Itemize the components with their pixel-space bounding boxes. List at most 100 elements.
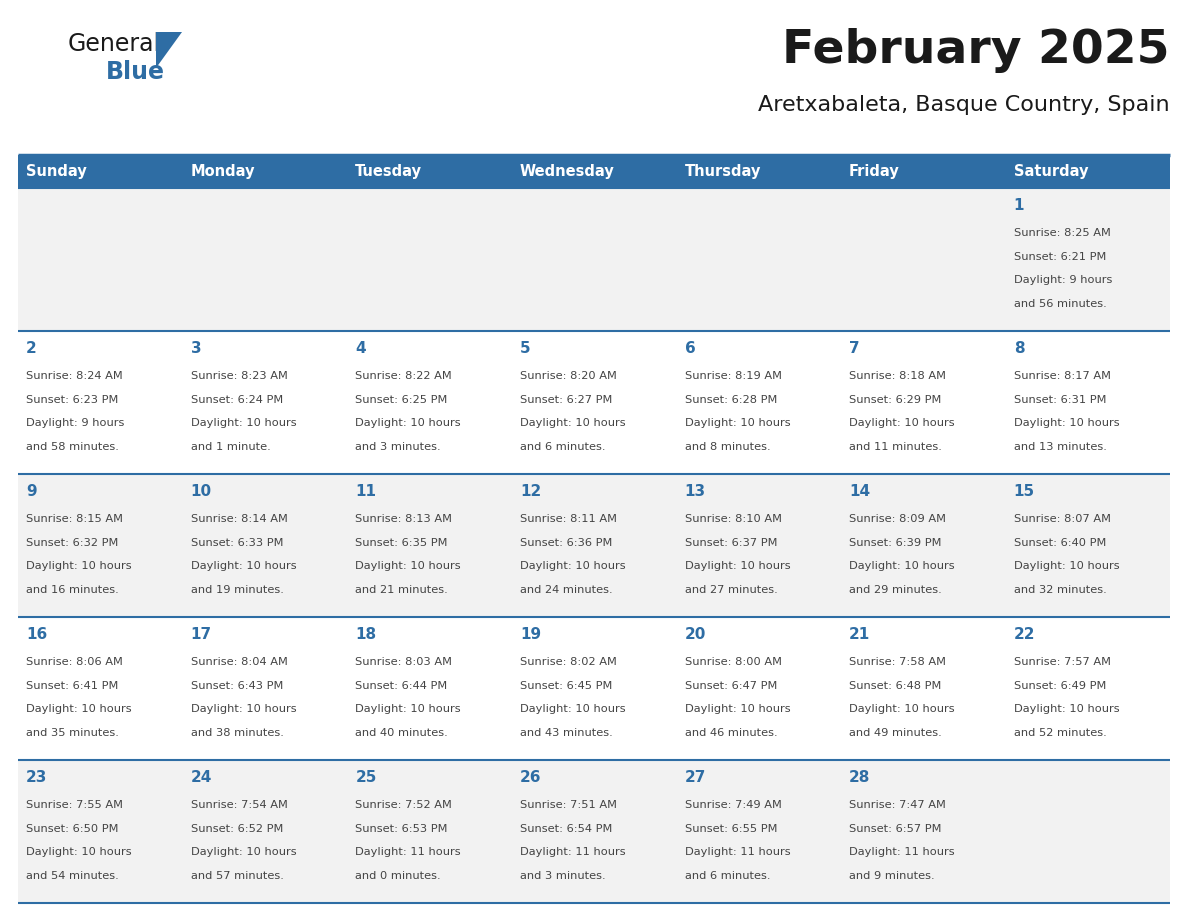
Text: Sunrise: 8:18 AM: Sunrise: 8:18 AM bbox=[849, 371, 946, 381]
Text: Sunset: 6:24 PM: Sunset: 6:24 PM bbox=[191, 395, 283, 405]
Bar bbox=[18, 474, 1170, 617]
Text: Sunrise: 7:47 AM: Sunrise: 7:47 AM bbox=[849, 800, 946, 810]
Text: 11: 11 bbox=[355, 484, 377, 499]
Text: 8: 8 bbox=[1013, 341, 1024, 356]
Text: Daylight: 10 hours: Daylight: 10 hours bbox=[684, 704, 790, 714]
Text: and 27 minutes.: and 27 minutes. bbox=[684, 585, 777, 595]
Text: Monday: Monday bbox=[191, 164, 255, 179]
Bar bbox=[841, 155, 1005, 188]
Text: and 21 minutes.: and 21 minutes. bbox=[355, 585, 448, 595]
Text: 13: 13 bbox=[684, 484, 706, 499]
Text: and 32 minutes.: and 32 minutes. bbox=[1013, 585, 1106, 595]
Text: 23: 23 bbox=[26, 770, 48, 785]
Text: Daylight: 10 hours: Daylight: 10 hours bbox=[191, 561, 297, 571]
Text: Sunset: 6:41 PM: Sunset: 6:41 PM bbox=[26, 680, 119, 690]
Text: Tuesday: Tuesday bbox=[355, 164, 423, 179]
Text: Sunrise: 8:04 AM: Sunrise: 8:04 AM bbox=[191, 657, 287, 667]
Text: Sunset: 6:31 PM: Sunset: 6:31 PM bbox=[1013, 395, 1106, 405]
Text: Sunset: 6:57 PM: Sunset: 6:57 PM bbox=[849, 823, 942, 834]
Text: Sunset: 6:52 PM: Sunset: 6:52 PM bbox=[191, 823, 283, 834]
Text: 16: 16 bbox=[26, 627, 48, 642]
Text: Sunset: 6:54 PM: Sunset: 6:54 PM bbox=[520, 823, 612, 834]
Text: Daylight: 9 hours: Daylight: 9 hours bbox=[1013, 275, 1112, 285]
Text: and 38 minutes.: and 38 minutes. bbox=[191, 728, 284, 738]
Text: Sunset: 6:43 PM: Sunset: 6:43 PM bbox=[191, 680, 283, 690]
Text: 3: 3 bbox=[191, 341, 202, 356]
Text: Wednesday: Wednesday bbox=[520, 164, 614, 179]
Text: Sunrise: 8:09 AM: Sunrise: 8:09 AM bbox=[849, 514, 946, 524]
Text: Daylight: 10 hours: Daylight: 10 hours bbox=[520, 704, 626, 714]
Text: Thursday: Thursday bbox=[684, 164, 760, 179]
Text: and 13 minutes.: and 13 minutes. bbox=[1013, 442, 1106, 452]
Bar bbox=[18, 188, 1170, 331]
Text: Sunrise: 8:02 AM: Sunrise: 8:02 AM bbox=[520, 657, 617, 667]
Text: Daylight: 10 hours: Daylight: 10 hours bbox=[355, 704, 461, 714]
Text: Daylight: 10 hours: Daylight: 10 hours bbox=[849, 419, 955, 428]
Text: 22: 22 bbox=[1013, 627, 1035, 642]
Text: and 1 minute.: and 1 minute. bbox=[191, 442, 271, 452]
Text: Sunset: 6:53 PM: Sunset: 6:53 PM bbox=[355, 823, 448, 834]
Text: February 2025: February 2025 bbox=[783, 28, 1170, 73]
Text: Friday: Friday bbox=[849, 164, 899, 179]
Text: 19: 19 bbox=[520, 627, 541, 642]
Text: Sunrise: 8:19 AM: Sunrise: 8:19 AM bbox=[684, 371, 782, 381]
Text: Sunset: 6:33 PM: Sunset: 6:33 PM bbox=[191, 538, 283, 548]
Bar bbox=[18, 331, 1170, 474]
Text: 21: 21 bbox=[849, 627, 871, 642]
Text: Daylight: 11 hours: Daylight: 11 hours bbox=[684, 847, 790, 857]
Text: 1: 1 bbox=[1013, 198, 1024, 213]
Text: Sunrise: 8:17 AM: Sunrise: 8:17 AM bbox=[1013, 371, 1111, 381]
Text: Sunset: 6:23 PM: Sunset: 6:23 PM bbox=[26, 395, 119, 405]
Text: Sunset: 6:49 PM: Sunset: 6:49 PM bbox=[1013, 680, 1106, 690]
Text: and 43 minutes.: and 43 minutes. bbox=[520, 728, 613, 738]
Text: Aretxabaleta, Basque Country, Spain: Aretxabaleta, Basque Country, Spain bbox=[758, 95, 1170, 115]
Text: Daylight: 10 hours: Daylight: 10 hours bbox=[684, 419, 790, 428]
Text: Daylight: 10 hours: Daylight: 10 hours bbox=[26, 704, 132, 714]
Text: Sunrise: 8:20 AM: Sunrise: 8:20 AM bbox=[520, 371, 617, 381]
Text: Sunrise: 8:23 AM: Sunrise: 8:23 AM bbox=[191, 371, 287, 381]
Text: Sunrise: 7:55 AM: Sunrise: 7:55 AM bbox=[26, 800, 124, 810]
Text: Sunrise: 8:25 AM: Sunrise: 8:25 AM bbox=[1013, 228, 1111, 238]
Text: Daylight: 10 hours: Daylight: 10 hours bbox=[1013, 704, 1119, 714]
Text: 25: 25 bbox=[355, 770, 377, 785]
Text: and 0 minutes.: and 0 minutes. bbox=[355, 871, 441, 881]
Text: Daylight: 10 hours: Daylight: 10 hours bbox=[1013, 561, 1119, 571]
Text: Saturday: Saturday bbox=[1013, 164, 1088, 179]
Bar bbox=[18, 617, 1170, 760]
Text: Sunrise: 8:07 AM: Sunrise: 8:07 AM bbox=[1013, 514, 1111, 524]
Text: and 6 minutes.: and 6 minutes. bbox=[684, 871, 770, 881]
Text: Sunset: 6:45 PM: Sunset: 6:45 PM bbox=[520, 680, 612, 690]
Text: Sunrise: 8:15 AM: Sunrise: 8:15 AM bbox=[26, 514, 124, 524]
Text: Sunrise: 8:10 AM: Sunrise: 8:10 AM bbox=[684, 514, 782, 524]
Text: Daylight: 10 hours: Daylight: 10 hours bbox=[520, 419, 626, 428]
Text: Sunset: 6:37 PM: Sunset: 6:37 PM bbox=[684, 538, 777, 548]
Text: Sunset: 6:29 PM: Sunset: 6:29 PM bbox=[849, 395, 941, 405]
Text: Sunrise: 7:51 AM: Sunrise: 7:51 AM bbox=[520, 800, 617, 810]
Bar bbox=[512, 155, 676, 188]
Text: and 8 minutes.: and 8 minutes. bbox=[684, 442, 770, 452]
Text: Daylight: 10 hours: Daylight: 10 hours bbox=[684, 561, 790, 571]
Text: Sunset: 6:25 PM: Sunset: 6:25 PM bbox=[355, 395, 448, 405]
Text: 27: 27 bbox=[684, 770, 706, 785]
Bar bbox=[676, 155, 841, 188]
Polygon shape bbox=[156, 32, 182, 68]
Text: 10: 10 bbox=[191, 484, 211, 499]
Text: and 3 minutes.: and 3 minutes. bbox=[520, 871, 606, 881]
Text: 2: 2 bbox=[26, 341, 37, 356]
Text: Daylight: 10 hours: Daylight: 10 hours bbox=[191, 704, 297, 714]
Text: 15: 15 bbox=[1013, 484, 1035, 499]
Text: Sunrise: 8:06 AM: Sunrise: 8:06 AM bbox=[26, 657, 124, 667]
Text: 18: 18 bbox=[355, 627, 377, 642]
Text: General: General bbox=[68, 32, 162, 56]
Text: Sunset: 6:28 PM: Sunset: 6:28 PM bbox=[684, 395, 777, 405]
Text: 6: 6 bbox=[684, 341, 695, 356]
Bar bbox=[18, 155, 183, 188]
Text: Sunrise: 8:13 AM: Sunrise: 8:13 AM bbox=[355, 514, 453, 524]
Text: Daylight: 10 hours: Daylight: 10 hours bbox=[191, 419, 297, 428]
Bar bbox=[347, 155, 512, 188]
Text: 26: 26 bbox=[520, 770, 542, 785]
Text: Daylight: 10 hours: Daylight: 10 hours bbox=[355, 419, 461, 428]
Text: and 35 minutes.: and 35 minutes. bbox=[26, 728, 119, 738]
Text: and 11 minutes.: and 11 minutes. bbox=[849, 442, 942, 452]
Text: and 58 minutes.: and 58 minutes. bbox=[26, 442, 119, 452]
